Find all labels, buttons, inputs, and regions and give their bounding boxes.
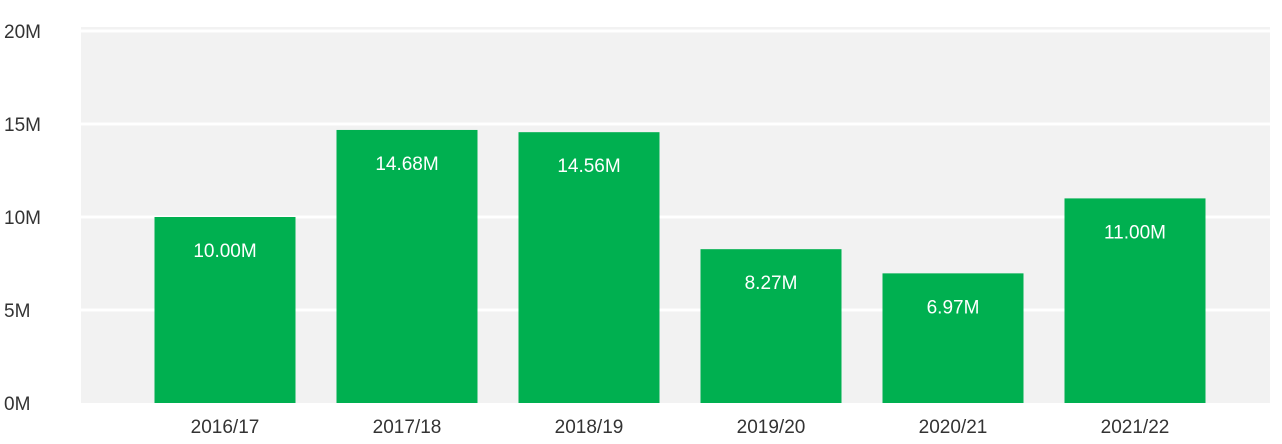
data-label: 10.00M <box>193 241 256 262</box>
x-tick-label: 2019/20 <box>737 417 806 438</box>
x-tick-label: 2021/22 <box>1101 417 1170 438</box>
x-tick-label: 2016/17 <box>191 417 260 438</box>
bar <box>1064 198 1206 403</box>
bar <box>154 217 296 403</box>
bar <box>336 129 478 403</box>
data-label: 14.56M <box>557 156 620 177</box>
x-tick-label: 2017/18 <box>373 417 442 438</box>
data-label: 14.68M <box>375 154 438 175</box>
bar <box>700 249 842 403</box>
x-tick-label: 2018/19 <box>555 417 624 438</box>
y-tick-label: 0M <box>4 394 30 415</box>
bar <box>882 273 1024 403</box>
x-tick-label: 2020/21 <box>919 417 988 438</box>
y-tick-label: 10M <box>4 208 41 229</box>
data-label: 8.27M <box>745 273 798 294</box>
data-label: 11.00M <box>1104 222 1166 243</box>
data-label: 6.97M <box>927 297 980 318</box>
y-tick-label: 20M <box>4 22 41 43</box>
bar <box>518 132 660 403</box>
y-tick-label: 5M <box>4 301 30 322</box>
y-tick-label: 15M <box>4 115 41 136</box>
